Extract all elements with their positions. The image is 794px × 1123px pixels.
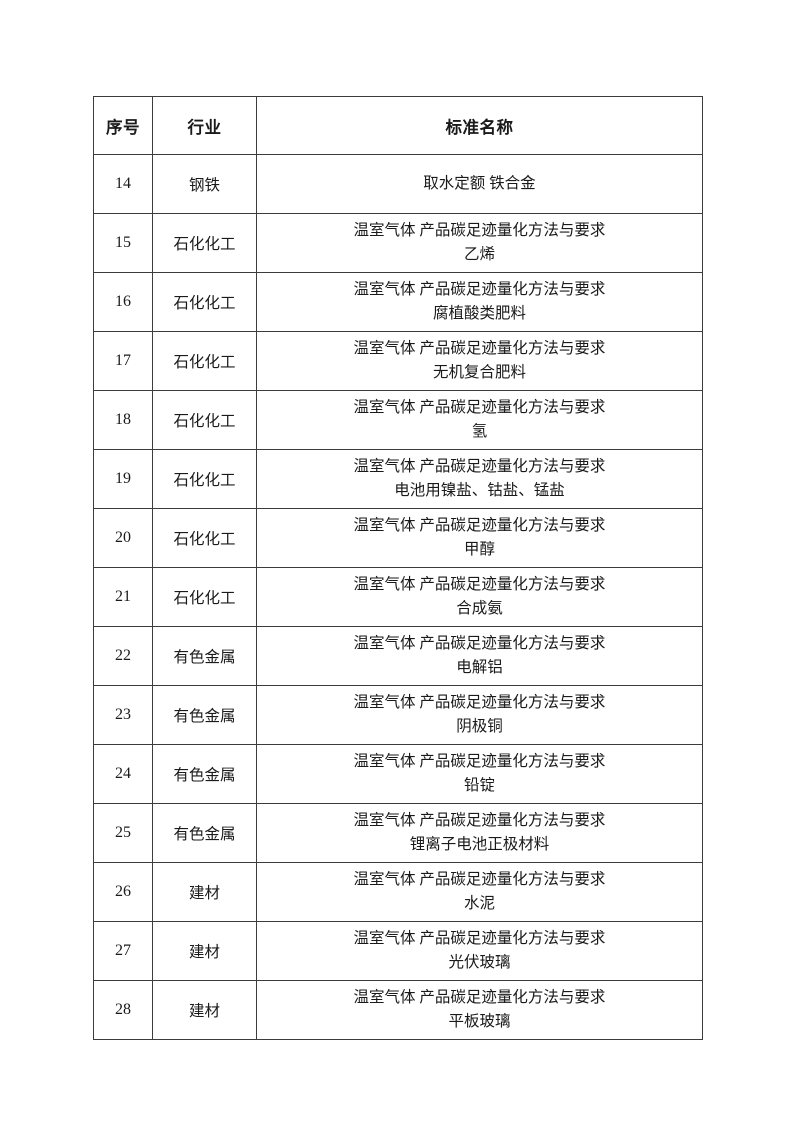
table-row: 17 石化化工 温室气体 产品碳足迹量化方法与要求 无机复合肥料 — [93, 331, 703, 391]
standard-line-2: 无机复合肥料 — [432, 364, 526, 381]
row-standard-name: 温室气体 产品碳足迹量化方法与要求 铅锭 — [261, 750, 698, 798]
row-industry: 石化化工 — [152, 567, 257, 627]
row-industry: 有色金属 — [152, 685, 257, 745]
standard-line-2: 腐植酸类肥料 — [432, 305, 526, 322]
standard-line-1: 温室气体 产品碳足迹量化方法与要求 — [353, 340, 606, 357]
row-standard-name: 温室气体 产品碳足迹量化方法与要求 锂离子电池正极材料 — [261, 809, 698, 857]
standard-line-2: 铅锭 — [463, 777, 495, 794]
row-index: 24 — [93, 744, 153, 804]
table-row: 18 石化化工 温室气体 产品碳足迹量化方法与要求 氢 — [93, 390, 703, 450]
row-standard-name: 温室气体 产品碳足迹量化方法与要求 腐植酸类肥料 — [261, 278, 698, 326]
standard-line-1: 温室气体 产品碳足迹量化方法与要求 — [353, 812, 606, 829]
row-industry: 有色金属 — [152, 626, 257, 686]
table-row: 24 有色金属 温室气体 产品碳足迹量化方法与要求 铅锭 — [93, 744, 703, 804]
standard-line-1: 温室气体 产品碳足迹量化方法与要求 — [353, 517, 606, 534]
row-industry: 钢铁 — [152, 154, 257, 214]
row-index: 27 — [93, 921, 153, 981]
row-industry: 石化化工 — [152, 213, 257, 273]
row-industry: 建材 — [152, 921, 257, 981]
table-row: 20 石化化工 温室气体 产品碳足迹量化方法与要求 甲醇 — [93, 508, 703, 568]
row-industry: 建材 — [152, 862, 257, 922]
table-row: 28 建材 温室气体 产品碳足迹量化方法与要求 平板玻璃 — [93, 980, 703, 1040]
standard-line-2: 锂离子电池正极材料 — [409, 836, 550, 853]
row-industry: 石化化工 — [152, 390, 257, 450]
row-index: 26 — [93, 862, 153, 922]
row-index: 14 — [93, 154, 153, 214]
standard-line-2: 水泥 — [463, 895, 495, 912]
col-header-standard-name: 标准名称 — [256, 96, 703, 155]
standard-line-1: 温室气体 产品碳足迹量化方法与要求 — [353, 458, 606, 475]
row-standard-name: 温室气体 产品碳足迹量化方法与要求 电解铝 — [261, 632, 698, 680]
row-industry: 石化化工 — [152, 449, 257, 509]
standard-line-2: 光伏玻璃 — [448, 954, 511, 971]
standard-line-1: 温室气体 产品碳足迹量化方法与要求 — [353, 871, 606, 888]
row-standard-name: 温室气体 产品碳足迹量化方法与要求 水泥 — [261, 868, 698, 916]
col-header-index: 序号 — [93, 96, 153, 155]
row-index: 19 — [93, 449, 153, 509]
standard-line-2: 电池用镍盐、钴盐、锰盐 — [394, 482, 565, 499]
header-row: 序号 行业 标准名称 — [93, 96, 703, 155]
row-index: 25 — [93, 803, 153, 863]
standard-line-2: 阴极铜 — [456, 718, 503, 735]
standard-line-2: 平板玻璃 — [448, 1013, 511, 1030]
row-standard-name: 温室气体 产品碳足迹量化方法与要求 光伏玻璃 — [261, 927, 698, 975]
table-row: 19 石化化工 温室气体 产品碳足迹量化方法与要求 电池用镍盐、钴盐、锰盐 — [93, 449, 703, 509]
table-row: 25 有色金属 温室气体 产品碳足迹量化方法与要求 锂离子电池正极材料 — [93, 803, 703, 863]
standard-line-1: 温室气体 产品碳足迹量化方法与要求 — [353, 635, 606, 652]
table-row: 27 建材 温室气体 产品碳足迹量化方法与要求 光伏玻璃 — [93, 921, 703, 981]
table-row: 16 石化化工 温室气体 产品碳足迹量化方法与要求 腐植酸类肥料 — [93, 272, 703, 332]
row-standard-name: 温室气体 产品碳足迹量化方法与要求 氢 — [261, 396, 698, 444]
row-standard-name: 温室气体 产品碳足迹量化方法与要求 甲醇 — [261, 514, 698, 562]
row-index: 17 — [93, 331, 153, 391]
row-industry: 石化化工 — [152, 331, 257, 391]
standard-line-1: 温室气体 产品碳足迹量化方法与要求 — [353, 694, 606, 711]
standard-line-1: 温室气体 产品碳足迹量化方法与要求 — [353, 576, 606, 593]
table-row: 15 石化化工 温室气体 产品碳足迹量化方法与要求 乙烯 — [93, 213, 703, 273]
table-row: 14 钢铁 取水定额 铁合金 — [93, 154, 703, 214]
standard-line-1: 取水定额 铁合金 — [423, 175, 536, 192]
row-index: 23 — [93, 685, 153, 745]
row-index: 22 — [93, 626, 153, 686]
row-standard-name: 温室气体 产品碳足迹量化方法与要求 平板玻璃 — [261, 986, 698, 1034]
standard-line-2: 乙烯 — [463, 246, 495, 263]
standard-line-2: 合成氨 — [456, 600, 503, 617]
standard-line-1: 温室气体 产品碳足迹量化方法与要求 — [353, 930, 606, 947]
table-row: 21 石化化工 温室气体 产品碳足迹量化方法与要求 合成氨 — [93, 567, 703, 627]
row-index: 18 — [93, 390, 153, 450]
standard-line-2: 氢 — [471, 423, 488, 440]
standard-line-1: 温室气体 产品碳足迹量化方法与要求 — [353, 753, 606, 770]
row-standard-name: 温室气体 产品碳足迹量化方法与要求 电池用镍盐、钴盐、锰盐 — [261, 455, 698, 503]
row-industry: 建材 — [152, 980, 257, 1040]
row-index: 20 — [93, 508, 153, 568]
row-industry: 有色金属 — [152, 803, 257, 863]
col-header-industry: 行业 — [152, 96, 257, 155]
row-industry: 石化化工 — [152, 272, 257, 332]
table-row: 22 有色金属 温室气体 产品碳足迹量化方法与要求 电解铝 — [93, 626, 703, 686]
standard-line-2: 电解铝 — [456, 659, 503, 676]
standards-table: 序号 行业 标准名称 14 钢铁 取水定额 铁合金 15 石化化工 温室气体 产… — [93, 96, 703, 1040]
standard-line-2: 甲醇 — [463, 541, 495, 558]
row-standard-name: 温室气体 产品碳足迹量化方法与要求 乙烯 — [261, 219, 698, 267]
standard-line-1: 温室气体 产品碳足迹量化方法与要求 — [353, 222, 606, 239]
standards-table-header: 序号 行业 标准名称 — [93, 96, 703, 155]
row-index: 21 — [93, 567, 153, 627]
standard-line-1: 温室气体 产品碳足迹量化方法与要求 — [353, 989, 606, 1006]
row-index: 15 — [93, 213, 153, 273]
standards-table-container: 序号 行业 标准名称 14 钢铁 取水定额 铁合金 15 石化化工 温室气体 产… — [93, 96, 703, 1040]
row-index: 28 — [93, 980, 153, 1040]
row-industry: 石化化工 — [152, 508, 257, 568]
row-standard-name: 温室气体 产品碳足迹量化方法与要求 阴极铜 — [261, 691, 698, 739]
standards-table-body: 14 钢铁 取水定额 铁合金 15 石化化工 温室气体 产品碳足迹量化方法与要求… — [93, 154, 703, 1040]
row-industry: 有色金属 — [152, 744, 257, 804]
table-row: 23 有色金属 温室气体 产品碳足迹量化方法与要求 阴极铜 — [93, 685, 703, 745]
table-row: 26 建材 温室气体 产品碳足迹量化方法与要求 水泥 — [93, 862, 703, 922]
standard-line-1: 温室气体 产品碳足迹量化方法与要求 — [353, 399, 606, 416]
row-standard-name: 取水定额 铁合金 — [261, 172, 698, 196]
row-index: 16 — [93, 272, 153, 332]
row-standard-name: 温室气体 产品碳足迹量化方法与要求 合成氨 — [261, 573, 698, 621]
standard-line-1: 温室气体 产品碳足迹量化方法与要求 — [353, 281, 606, 298]
row-standard-name: 温室气体 产品碳足迹量化方法与要求 无机复合肥料 — [261, 337, 698, 385]
